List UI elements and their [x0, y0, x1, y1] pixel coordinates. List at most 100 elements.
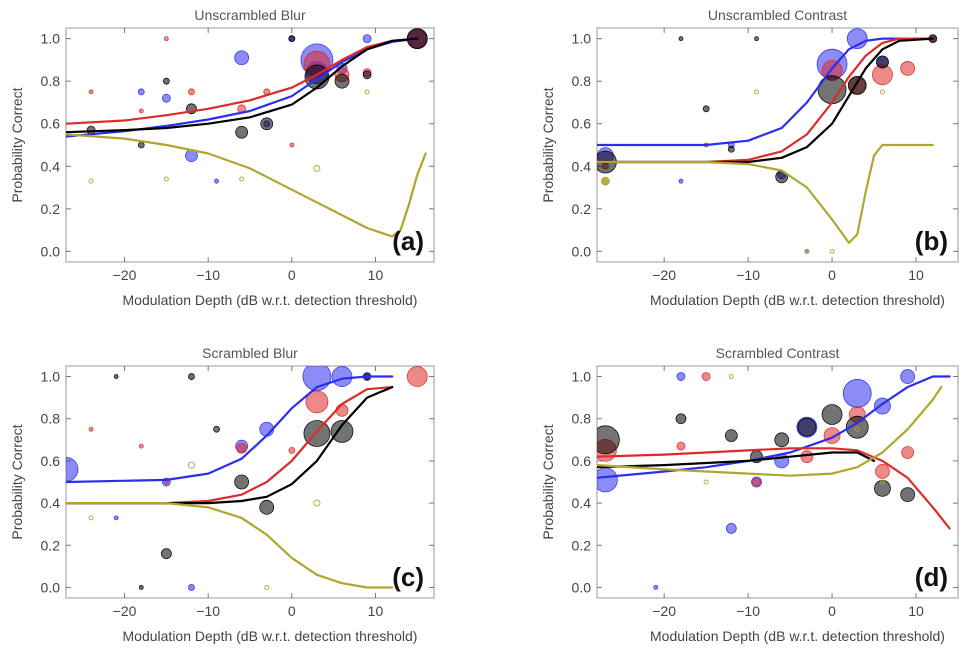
x-axis-label: Modulation Depth (dB w.r.t. detection th…: [123, 292, 418, 308]
data-point-blue: [678, 178, 684, 184]
data-point-red: [676, 441, 686, 451]
plot-area: [66, 366, 428, 591]
y-tick-label: 0.6: [41, 116, 61, 132]
data-point-blue: [362, 34, 372, 44]
data-point-olive: [600, 176, 610, 186]
data-point-blue: [676, 372, 686, 381]
x-tick-label: 10: [368, 603, 384, 619]
data-point-black: [597, 425, 620, 455]
data-point-blue: [137, 88, 145, 96]
data-point-black: [188, 373, 195, 380]
data-point-olive: [239, 176, 245, 182]
data-point-black: [160, 548, 172, 560]
data-point-olive: [804, 248, 810, 254]
data-point-black: [137, 141, 145, 149]
data-point-red: [88, 89, 94, 95]
y-tick-label: 0.2: [41, 201, 61, 217]
data-point-blue: [188, 584, 195, 591]
data-point-black: [259, 499, 275, 515]
data-point-red: [406, 366, 428, 387]
data-point-olive: [703, 479, 709, 485]
fit-curve-black: [66, 386, 394, 505]
y-tick-label: 1.0: [41, 31, 61, 47]
data-point-black: [874, 479, 891, 497]
data-point-red: [163, 36, 169, 42]
data-point-black: [678, 36, 684, 42]
x-tick-label: 10: [908, 603, 924, 619]
data-point-blue: [113, 515, 119, 521]
y-tick-label: 0.2: [572, 537, 592, 553]
chart-panel-c: Scrambled Blur 0.0 0.2 0.4 0.6 0.8 1.0 −20 −10 0 1…: [9, 345, 435, 644]
data-point-blue: [331, 366, 353, 387]
plot-area: [597, 28, 938, 254]
data-point-red: [875, 464, 890, 479]
x-tick-label: −10: [736, 267, 760, 283]
data-point-black: [727, 145, 735, 153]
y-axis-label: Probability Correct: [9, 87, 25, 202]
data-point-black: [900, 487, 916, 503]
fit-curve-olive: [597, 386, 943, 477]
fit-curve-blue: [597, 375, 951, 479]
data-point-red: [335, 403, 349, 417]
data-point-olive: [829, 248, 835, 254]
data-point-blue: [725, 523, 737, 534]
data-point-blue: [900, 369, 916, 384]
panel-label: (b): [915, 226, 948, 256]
data-point-olive: [728, 374, 734, 380]
data-point-red: [236, 442, 248, 454]
data-point-black: [797, 417, 817, 437]
plot-frame: [596, 365, 959, 599]
data-point-blue: [234, 50, 250, 66]
y-tick-label: 1.0: [41, 369, 61, 385]
x-tick-label: −10: [196, 267, 220, 283]
data-point-black: [724, 429, 738, 443]
fit-curve-red: [66, 37, 419, 125]
y-tick-label: 0.0: [41, 579, 61, 595]
fit-curve-black: [597, 451, 876, 469]
chart-panel-a: Unscrambled Blur 0.0 0.2 0.4 0.6 0.8 1.0 −20 −10…: [9, 7, 435, 308]
y-tick-label: 0.6: [572, 453, 592, 469]
x-tick-label: 10: [368, 267, 384, 283]
y-axis-label: Probability Correct: [9, 424, 25, 539]
data-point-black: [774, 432, 790, 448]
y-tick-label: 0.0: [41, 243, 61, 259]
data-point-blue: [66, 456, 79, 482]
fit-curve-blue: [66, 375, 394, 484]
data-point-black: [138, 585, 144, 590]
plot-area: [66, 28, 428, 238]
data-point-red: [138, 443, 144, 449]
data-point-red: [752, 477, 761, 487]
data-point-black: [754, 36, 759, 42]
panel-label: (c): [392, 562, 424, 592]
x-axis-label: Modulation Depth (dB w.r.t. detection th…: [650, 292, 945, 308]
data-point-red: [288, 446, 296, 454]
panel-title: Scrambled Contrast: [716, 345, 840, 361]
data-point-black: [821, 404, 843, 425]
data-point-red: [800, 450, 814, 464]
data-point-black: [362, 70, 372, 80]
y-tick-label: 0.4: [41, 158, 61, 174]
y-tick-label: 1.0: [572, 31, 592, 47]
fit-curve-black: [66, 37, 419, 134]
plot-frame: [65, 27, 435, 263]
data-point-black: [334, 73, 350, 89]
x-tick-label: −10: [736, 603, 760, 619]
y-axis-label: Probability Correct: [540, 424, 556, 539]
data-point-red: [138, 108, 144, 114]
fit-curve-red: [66, 386, 394, 505]
data-point-black: [330, 419, 354, 443]
x-tick-label: −20: [652, 267, 676, 283]
data-point-olive: [187, 461, 195, 469]
panel-title: Unscrambled Blur: [194, 7, 306, 23]
x-tick-label: 0: [288, 603, 296, 619]
y-tick-label: 0.8: [572, 73, 592, 89]
data-point-olive: [313, 499, 321, 507]
panel-label: (a): [392, 226, 424, 256]
data-point-olive: [879, 479, 885, 485]
y-tick-label: 0.8: [572, 411, 592, 427]
y-tick-label: 0.0: [572, 243, 592, 259]
data-point-olive: [264, 584, 270, 590]
data-point-olive: [754, 89, 760, 95]
data-point-black: [288, 35, 296, 43]
